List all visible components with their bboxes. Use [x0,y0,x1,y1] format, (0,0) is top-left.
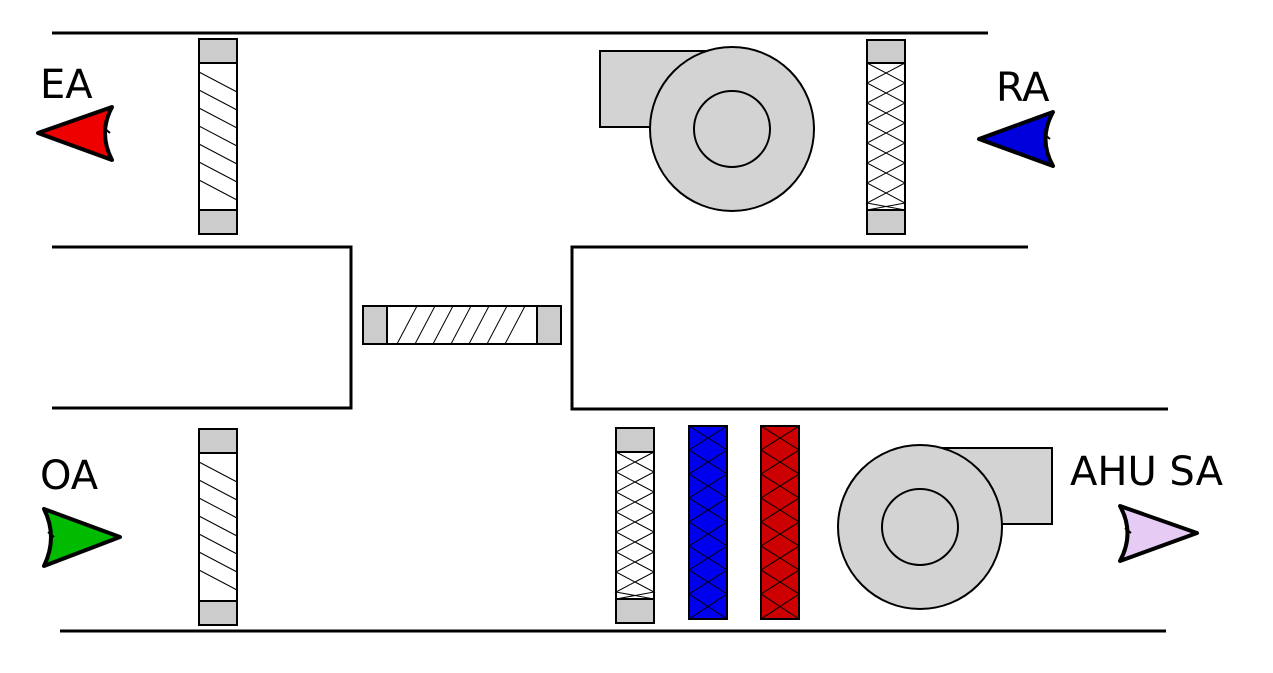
return-air-arrow [977,110,1055,168]
outdoor-air-arrow [42,507,122,568]
exhaust-air-label: EA [40,62,93,108]
supply-filter [614,427,656,624]
exhaust-damper-cap-bottom [198,209,238,235]
return-air-arrow-tick [1043,133,1051,140]
outdoor-air-arrow-icon [42,507,122,568]
outdoor-air-damper-body [198,452,238,602]
heating-coil-zigzag [760,425,800,620]
cooling-coil-zigzag [688,425,728,620]
filter-icon [865,62,907,211]
return-duct-bottom-wall-right [570,245,1168,411]
heating-coil [760,425,800,620]
outdoor-air-damper-cap-top [198,428,238,454]
exhaust-damper [198,38,238,235]
supply-air-arrow-tick [1124,527,1132,534]
exhaust-damper-cap-top [198,38,238,64]
outdoor-air-arrow-tick [47,531,55,538]
mixing-damper-body [386,305,538,345]
return-filter-cap-top [866,39,906,64]
return-fan [599,46,815,212]
exhaust-air-arrow-tick [103,127,111,134]
duct-walls [52,31,1168,633]
exhaust-air-arrow-icon [36,105,114,162]
heating-coil-zigzag-2 [760,425,800,620]
outdoor-air-label: OA [40,453,99,499]
coil-icon [760,425,800,620]
mixing-damper-cap-left [362,305,388,345]
return-filter [865,39,907,235]
damper-icon [198,461,238,591]
return-duct-bottom-wall-left [52,245,353,410]
supply-fan [837,444,1053,610]
return-fan-hub [693,90,771,168]
mixing-damper [362,305,562,345]
return-filter-cap-bottom [866,209,906,235]
filter-icon [614,451,656,600]
outdoor-air-damper-cap-bottom [198,600,238,626]
outdoor-air-damper [198,428,238,626]
supply-air-arrow-icon [1118,504,1199,563]
supply-fan-hub [881,488,959,566]
cooling-coil-zigzag-2 [688,425,728,620]
exhaust-air-arrow [36,105,114,162]
supply-filter-body [615,451,655,600]
cooling-coil [688,425,728,620]
supply-filter-cap-bottom [615,598,655,624]
supply-air-label: AHU SA [1070,449,1224,495]
mixing-damper-cap-right [536,305,562,345]
return-air-arrow-icon [977,110,1055,168]
return-filter-body [866,62,906,211]
return-air-label: RA [996,65,1050,111]
supply-filter-cap-top [615,427,655,453]
damper-icon [198,71,238,201]
damper-icon [396,305,526,345]
supply-air-arrow [1118,504,1199,563]
